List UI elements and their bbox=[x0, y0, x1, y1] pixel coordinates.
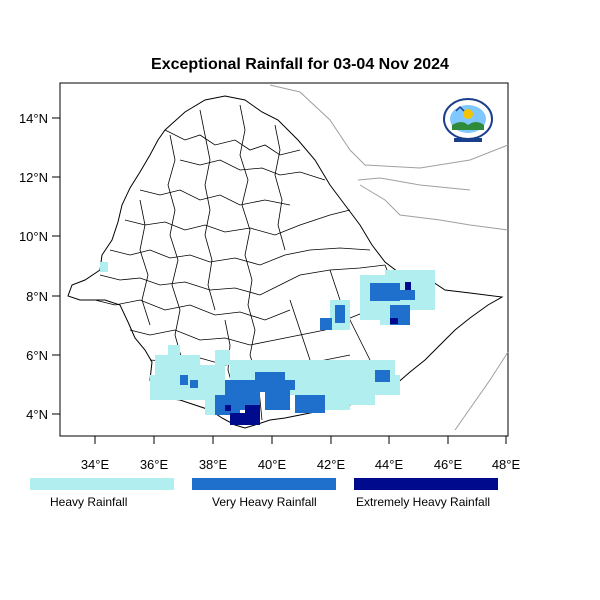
extreme-rainfall-cell bbox=[245, 405, 260, 415]
y-tick-label: 6°N bbox=[26, 348, 48, 363]
legend-swatch-very-heavy bbox=[192, 478, 336, 490]
very-heavy-rainfall-cell bbox=[320, 318, 332, 330]
y-tick-label: 4°N bbox=[26, 407, 48, 422]
x-tick-label: 34°E bbox=[81, 457, 110, 472]
legend-label-extreme: Extremely Heavy Rainfall bbox=[356, 495, 491, 509]
y-tick-label: 14°N bbox=[19, 111, 48, 126]
y-tick-label: 10°N bbox=[19, 229, 48, 244]
x-tick-label: 48°E bbox=[492, 457, 521, 472]
legend-swatch-extreme bbox=[354, 478, 498, 490]
heavy-rainfall-cell bbox=[360, 300, 385, 320]
very-heavy-rainfall-cell bbox=[375, 370, 390, 382]
x-tick-label: 46°E bbox=[434, 457, 463, 472]
legend-label-very-heavy: Very Heavy Rainfall bbox=[212, 495, 317, 509]
rainfall-cells bbox=[100, 262, 435, 425]
heavy-rainfall-cell bbox=[150, 375, 180, 400]
extreme-rainfall-cell bbox=[230, 413, 260, 425]
heavy-rainfall-cell bbox=[100, 262, 108, 272]
x-tick-label: 44°E bbox=[375, 457, 404, 472]
ethiopian-meteorology-institute-logo bbox=[443, 98, 493, 142]
x-axis-ticks: 34°E 36°E 38°E 40°E 42°E 44°E 46°E 48°E bbox=[81, 436, 521, 472]
very-heavy-rainfall-cell bbox=[395, 290, 415, 300]
extreme-rainfall-cell bbox=[390, 318, 398, 324]
y-axis-ticks: 14°N 12°N 10°N 8°N 6°N 4°N bbox=[19, 111, 60, 422]
x-tick-label: 36°E bbox=[140, 457, 169, 472]
heavy-rainfall-cell bbox=[215, 350, 230, 365]
very-heavy-rainfall-cell bbox=[370, 283, 400, 301]
legend-swatch-heavy bbox=[30, 478, 174, 490]
heavy-rainfall-cell bbox=[200, 365, 225, 400]
map-title: Exceptional Rainfall for 03-04 Nov 2024 bbox=[151, 56, 449, 73]
x-tick-label: 40°E bbox=[258, 457, 287, 472]
very-heavy-rainfall-cell bbox=[305, 400, 325, 412]
y-tick-label: 12°N bbox=[19, 170, 48, 185]
heavy-rainfall-cell bbox=[345, 385, 375, 405]
map-frame bbox=[59, 82, 509, 437]
neighbor-borders bbox=[269, 84, 509, 431]
legend-label-heavy: Heavy Rainfall bbox=[50, 495, 128, 509]
x-tick-label: 42°E bbox=[317, 457, 346, 472]
y-tick-label: 8°N bbox=[26, 289, 48, 304]
extreme-rainfall-cell bbox=[405, 282, 411, 290]
very-heavy-rainfall-cell bbox=[190, 380, 198, 388]
x-tick-label: 38°E bbox=[199, 457, 228, 472]
very-heavy-rainfall-cell bbox=[280, 380, 295, 390]
very-heavy-rainfall-cell bbox=[335, 305, 345, 323]
very-heavy-rainfall-cell bbox=[180, 375, 188, 385]
heavy-rainfall-cell bbox=[168, 345, 180, 355]
heavy-rainfall-cell bbox=[320, 395, 350, 410]
extreme-rainfall-cell bbox=[225, 405, 231, 411]
